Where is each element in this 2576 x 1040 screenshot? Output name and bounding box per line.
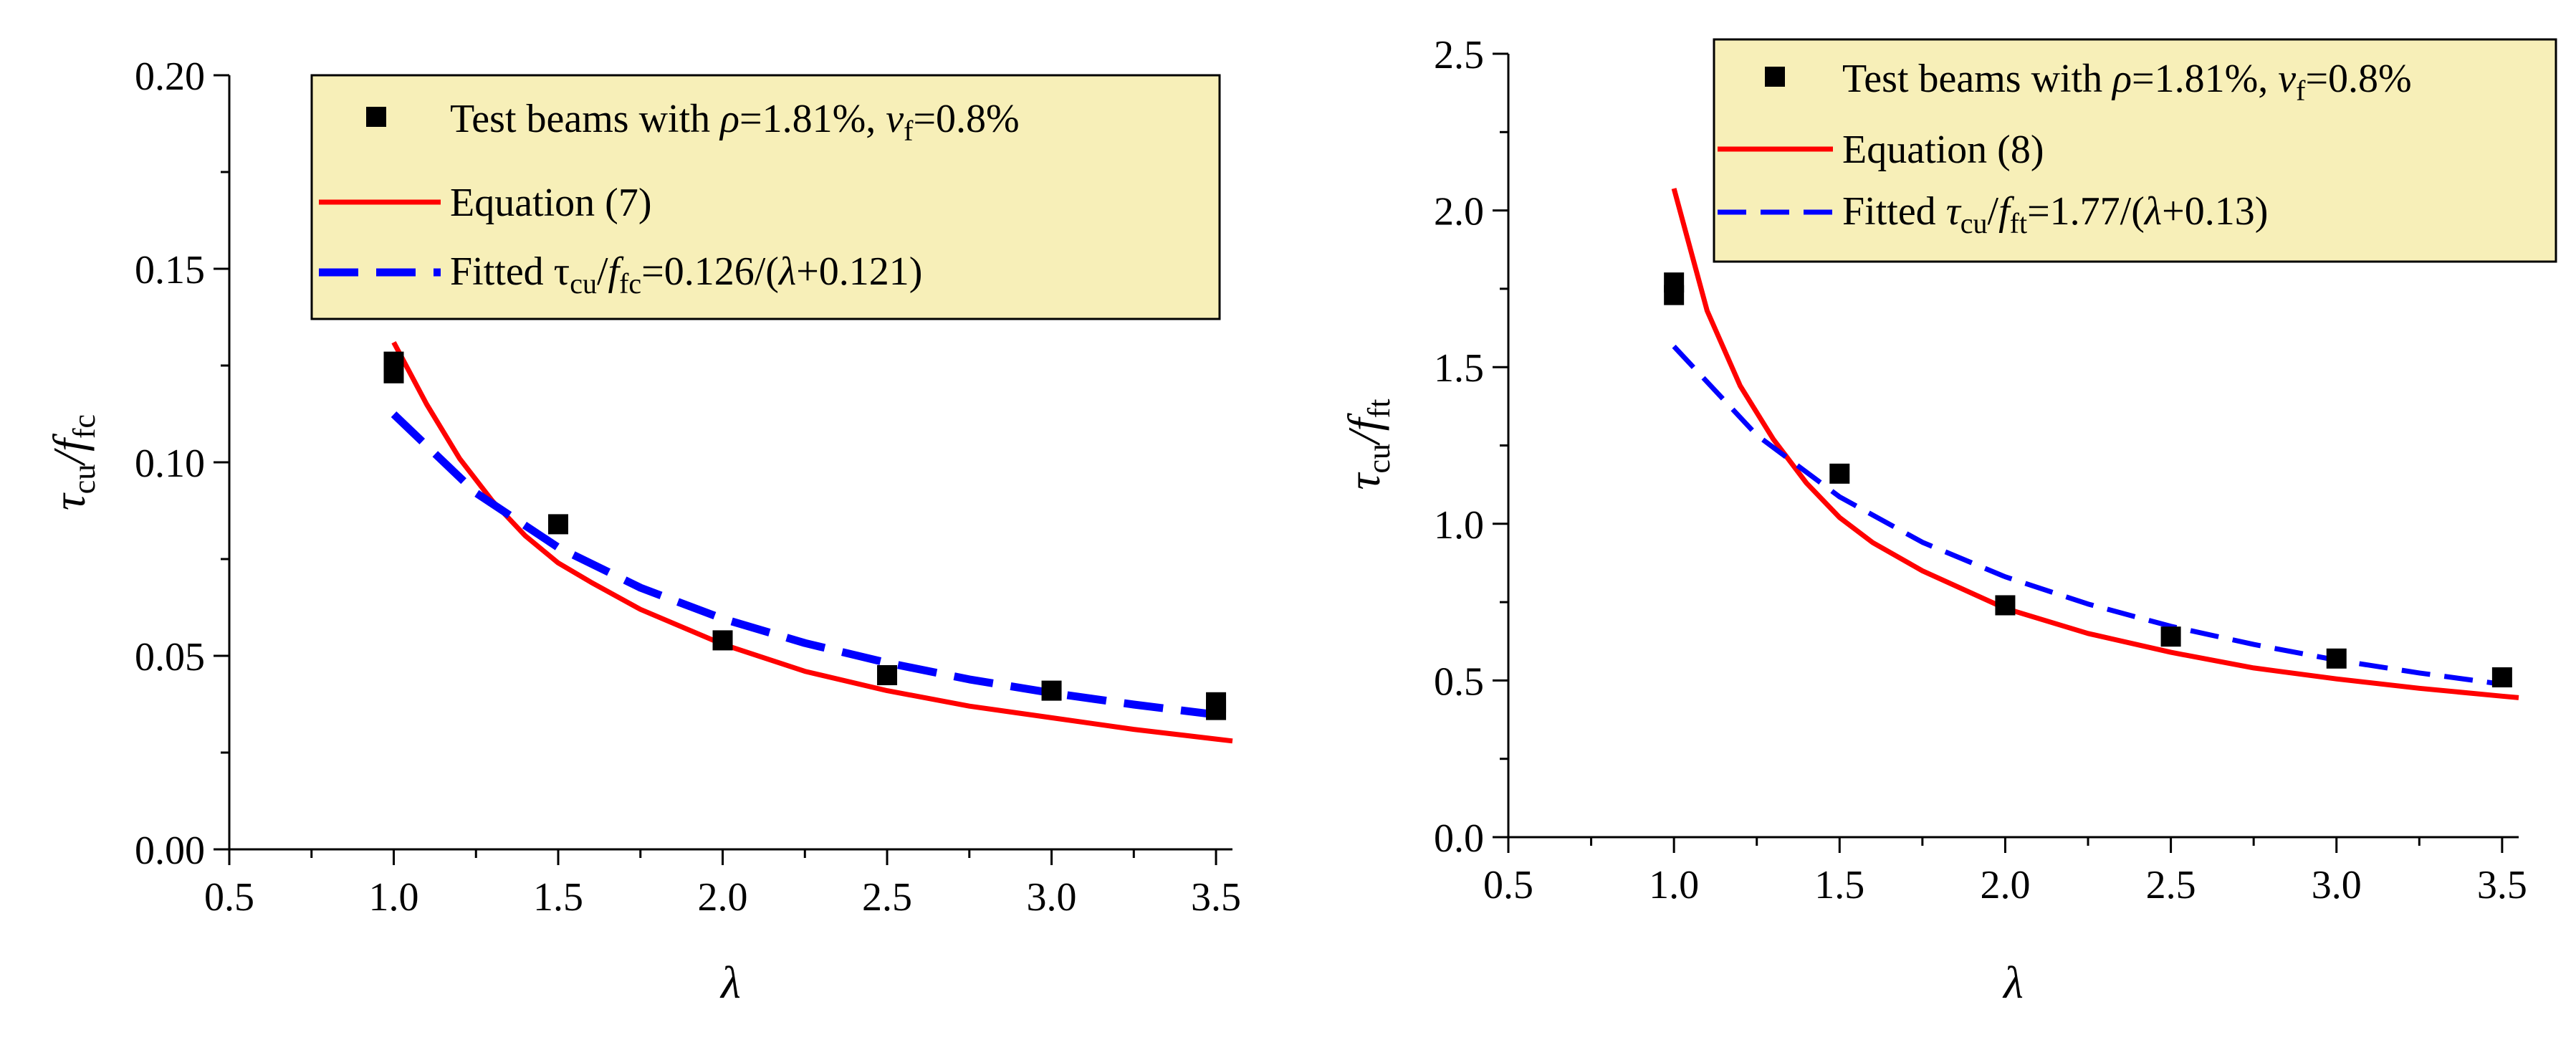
left-legend: Test beams with ρ=1.81%, vf=0.8% Equatio…: [310, 74, 1221, 320]
left-test-beam-point: [877, 665, 898, 685]
left-x-tick-label: 1.5: [533, 875, 583, 920]
right-legend: Test beams with ρ=1.81%, vf=0.8% Equatio…: [1713, 38, 2557, 263]
left-x-tick-label: 2.5: [862, 875, 912, 920]
right-y-axis-title: τcu/fft: [1339, 399, 1397, 490]
right-test-beam-point: [2160, 626, 2181, 647]
right-x-tick-label: 1.5: [1814, 863, 1864, 907]
left-legend-label-test-beams: Test beams with ρ=1.81%, vf=0.8%: [450, 97, 1020, 147]
right-test-beam-point: [1995, 595, 2016, 616]
chart-left: 0.5 1.0 1.5 2.0 2.5 3.0 3.5 0.00 0.05 0.10 0.15 0.2…: [44, 54, 1241, 1008]
left-y-tick-label: 0.05: [135, 635, 205, 679]
right-y-tick-label: 1.0: [1434, 503, 1484, 548]
right-fitted-curve: [1672, 344, 2503, 687]
right-legend-label-equation: Equation (8): [1842, 128, 2044, 172]
left-fitted-curve: [391, 411, 1217, 719]
left-x-tick-label: 3.5: [1191, 875, 1241, 920]
left-x-tick-label: 1.0: [369, 875, 419, 920]
right-legend-box: [1713, 38, 2557, 263]
left-legend-label-fitted: Fitted τcu/ffc=0.126/(λ+0.121): [450, 249, 922, 300]
left-y-tick-label: 0.10: [135, 442, 205, 486]
right-y-tick-label: 2.5: [1434, 33, 1484, 77]
left-legend-label-equation: Equation (7): [450, 181, 651, 225]
right-series-layer: [1664, 188, 2519, 700]
right-legend-label-fitted: Fitted τcu/fft=1.77/(λ+0.13): [1842, 189, 2268, 239]
right-x-tick-label: 2.5: [2146, 863, 2196, 907]
left-legend-marker-square: [366, 107, 386, 127]
right-test-beam-point: [1829, 463, 1850, 484]
left-y-tick-label: 0.00: [135, 829, 205, 873]
right-equation-curve: [1671, 188, 2519, 700]
right-legend-label-test-beams: Test beams with ρ=1.81%, vf=0.8%: [1842, 57, 2412, 107]
left-x-tick-label: 3.0: [1027, 875, 1077, 920]
left-y-axis-title: τcu/ffc: [44, 414, 102, 510]
left-x-tick-label: 2.0: [698, 875, 748, 920]
right-legend-marker-square: [1765, 67, 1785, 87]
left-test-beam-point: [1206, 700, 1227, 720]
left-equation-curve: [391, 340, 1233, 744]
right-test-beam-point: [2491, 667, 2512, 688]
right-y-tick-label: 0.5: [1434, 659, 1484, 704]
left-legend-box: [310, 74, 1221, 320]
left-test-beam-point: [712, 630, 733, 651]
right-x-tick-label: 3.5: [2477, 863, 2527, 907]
right-x-tick-label: 1.0: [1649, 863, 1699, 907]
left-x-axis-title: λ: [719, 957, 741, 1008]
chart-right: 0.5 1.0 1.5 2.0 2.5 3.0 3.50.00.51.01.52.02.5 …: [1339, 33, 2557, 1008]
right-x-axis-title: λ: [2002, 957, 2024, 1008]
left-test-beam-point: [1041, 680, 1062, 701]
right-x-tick-label: 2.0: [1980, 863, 2030, 907]
left-axes-layer: 0.5 1.0 1.5 2.0 2.5 3.0 3.5 0.00 0.05 0.10 0.15 0.2…: [135, 54, 1241, 920]
right-x-tick-label: 0.5: [1483, 863, 1533, 907]
left-series-layer: [383, 340, 1233, 744]
right-test-beam-point: [1664, 285, 1685, 305]
left-x-tick-label: 0.5: [204, 875, 254, 920]
right-axes-layer: 0.5 1.0 1.5 2.0 2.5 3.0 3.50.00.51.01.52.02.5: [1434, 33, 2527, 907]
left-y-tick-label: 0.15: [135, 248, 205, 292]
right-y-tick-label: 2.0: [1434, 190, 1484, 234]
left-test-beam-point: [548, 514, 569, 535]
right-y-tick-label: 1.5: [1434, 346, 1484, 391]
right-y-tick-label: 0.0: [1434, 816, 1484, 861]
right-test-beam-point: [2326, 648, 2347, 669]
left-y-tick-label: 0.20: [135, 54, 205, 99]
left-test-beam-point: [383, 363, 404, 383]
right-x-tick-label: 3.0: [2312, 863, 2362, 907]
